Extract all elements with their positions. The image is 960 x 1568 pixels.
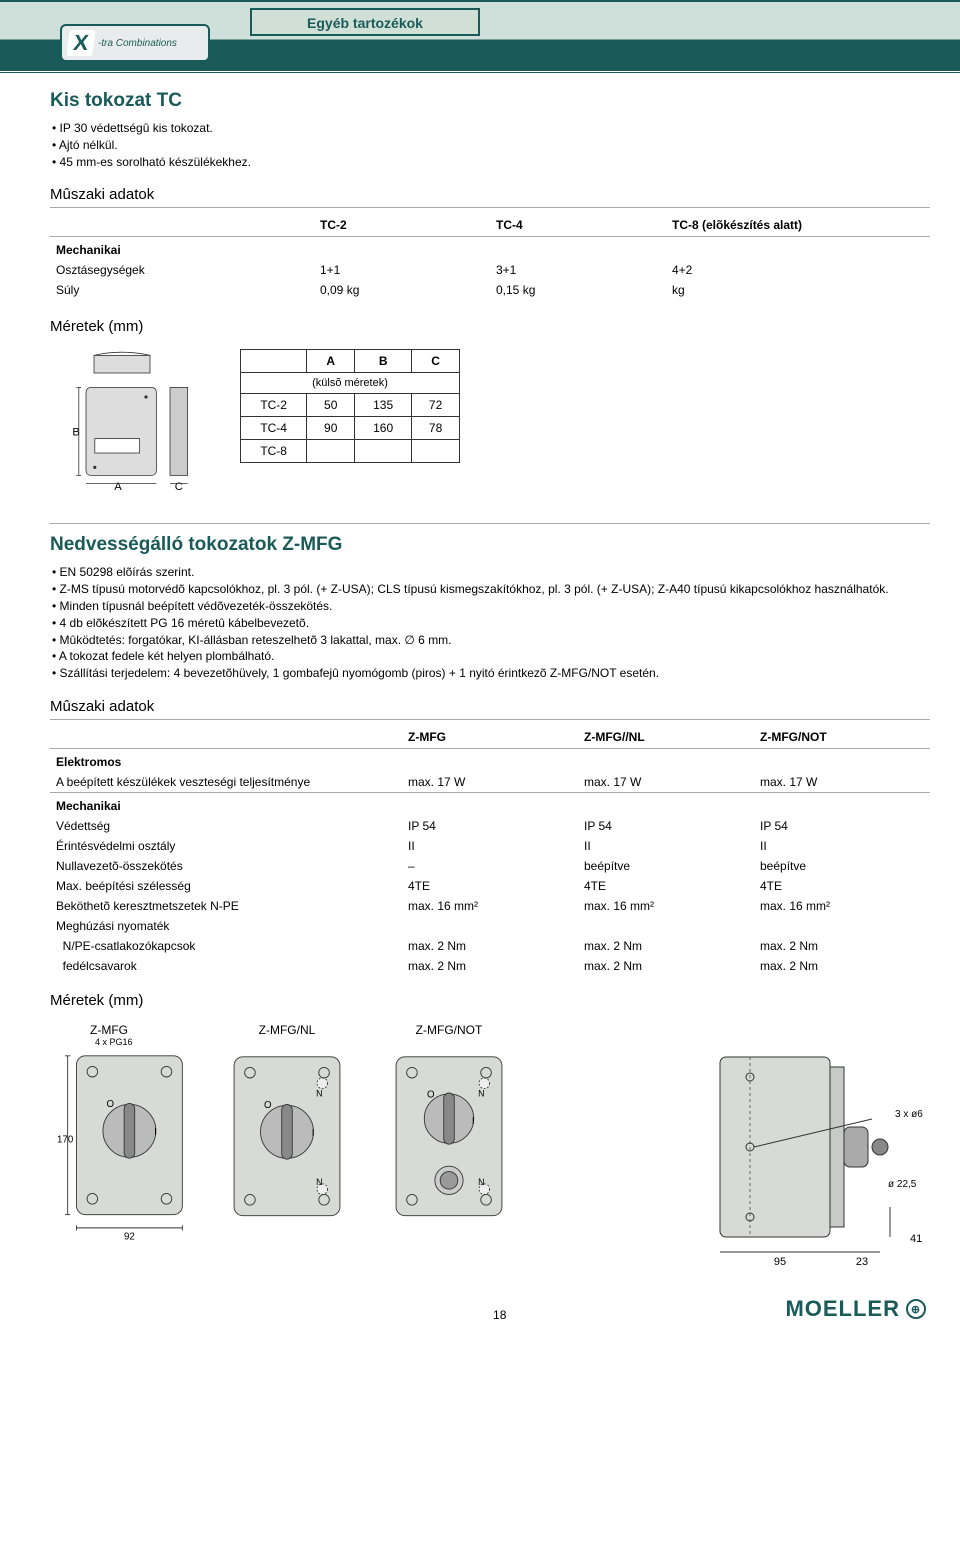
table-row: Beköthetõ keresztmetszetek N-PEmax. 16 m… xyxy=(50,896,930,916)
tc-bullet-list: IP 30 védettségû kis tokozat. Ajtó nélkü… xyxy=(50,120,930,170)
table-row: A beépített készülékek veszteségi teljes… xyxy=(50,772,930,793)
list-item: 45 mm-es sorolható készülékekhez. xyxy=(52,154,930,171)
logo-badge: X -tra Combinations xyxy=(60,24,210,62)
dim-side-back: 41 xyxy=(910,1233,922,1245)
page-category-tab: Egyéb tartozékok xyxy=(250,8,480,36)
table-row: N/PE-csatlakozókapcsokmax. 2 Nmmax. 2 Nm… xyxy=(50,936,930,956)
table-row: Meghúzási nyomaték xyxy=(50,916,930,936)
table-row: VédettségIP 54IP 54IP 54 xyxy=(50,816,930,836)
table-row: TC-4 90 160 78 xyxy=(241,417,460,440)
list-item: Z-MS típusú motorvédõ kapcsolókhoz, pl. … xyxy=(52,581,930,598)
tc-dim-table: A B C (külsõ méretek) TC-2 50 135 72 TC-… xyxy=(240,349,460,463)
dim-a-label: A xyxy=(114,481,122,493)
group-name: Mechanikai xyxy=(50,792,930,816)
table-row: Nullavezetõ-összekötés–beépítvebeépítve xyxy=(50,856,930,876)
svg-text:N: N xyxy=(316,1177,322,1187)
svg-text:I: I xyxy=(472,1116,475,1127)
dim-width: 92 xyxy=(124,1231,135,1241)
col-header: Z-MFG xyxy=(408,730,446,744)
top-banner: Egyéb tartozékok X -tra Combinations xyxy=(0,0,960,70)
zmfg-tech-title: Mûszaki adatok xyxy=(50,698,930,720)
hole-note: 3 x ø6 xyxy=(895,1109,923,1120)
table-row: TC-2 50 135 72 xyxy=(241,394,460,417)
tc-tech-table: TC-2 TC-4 TC-8 (elõkészítés alatt) Mecha… xyxy=(50,214,930,300)
group-name: Mechanikai xyxy=(50,237,930,261)
col-header: TC-8 (elõkészítés alatt) xyxy=(672,218,802,232)
dim-side-offset: 23 xyxy=(856,1256,868,1267)
col-header: TC-4 xyxy=(496,218,523,232)
table-row: fedélcsavarokmax. 2 Nmmax. 2 Nmmax. 2 Nm xyxy=(50,956,930,976)
pg-label: 4 x PG16 xyxy=(50,1037,200,1047)
page-number: 18 xyxy=(214,1308,785,1322)
section-title-tc: Kis tokozat TC xyxy=(50,90,930,112)
tc-dim-title: Méretek (mm) xyxy=(50,318,930,339)
tc-tech-title: Mûszaki adatok xyxy=(50,186,930,208)
svg-text:N: N xyxy=(478,1088,484,1098)
list-item: EN 50298 elõírás szerint. xyxy=(52,564,930,581)
table-row: Súly 0,09 kg 0,15 kg kg xyxy=(50,280,930,300)
table-row: Érintésvédelmi osztályIIIIII xyxy=(50,836,930,856)
logo-x-icon: X xyxy=(66,30,96,56)
variant-label: Z-MFG/NL xyxy=(212,1023,362,1037)
logo-text: -tra Combinations xyxy=(98,38,177,49)
zmfg-side-diagram: 3 x ø6 ø 22,5 95 23 41 xyxy=(710,1047,930,1267)
zmfg-front-diagram: O I 170 92 xyxy=(50,1047,200,1241)
table-row: Max. beépítési szélesség4TE4TE4TE xyxy=(50,876,930,896)
list-item: A tokozat fedele két helyen plombálható. xyxy=(52,648,930,665)
svg-text:O: O xyxy=(106,1099,114,1110)
table-row: Osztásegységek 1+1 3+1 4+2 xyxy=(50,260,930,280)
col-header: TC-2 xyxy=(320,218,347,232)
svg-text:N: N xyxy=(316,1088,322,1098)
tc-enclosure-diagram: B A C xyxy=(50,349,210,493)
col-header: Z-MFG//NL xyxy=(584,730,645,744)
variant-label: Z-MFG xyxy=(50,1023,200,1037)
svg-text:I: I xyxy=(154,1127,157,1138)
dim-side-width: 95 xyxy=(774,1256,786,1267)
zmfg-dim-title: Méretek (mm) xyxy=(50,992,930,1013)
dim-height: 170 xyxy=(57,1134,74,1145)
section-title-zmfg: Nedvességálló tokozatok Z-MFG xyxy=(50,534,930,556)
svg-text:N: N xyxy=(478,1177,484,1187)
zmfg-nl-diagram: O I N N xyxy=(212,1048,362,1242)
list-item: IP 30 védettségû kis tokozat. xyxy=(52,120,930,137)
list-item: Szállítási terjedelem: 4 bevezetõhüvely,… xyxy=(52,665,930,682)
zmfg-tech-table: Z-MFG Z-MFG//NL Z-MFG/NOT Elektromos A b… xyxy=(50,726,930,976)
zmfg-bullet-list: EN 50298 elõírás szerint. Z-MS típusú mo… xyxy=(50,564,930,682)
page-footer: 18 MOELLER⊕ xyxy=(50,1296,930,1322)
list-item: 4 db elõkészített PG 16 méretû kábelbeve… xyxy=(52,615,930,632)
zmfg-not-diagram: O I N N xyxy=(374,1048,524,1242)
table-row: TC-8 xyxy=(241,440,460,463)
knob-note: ø 22,5 xyxy=(888,1179,917,1190)
svg-text:I: I xyxy=(312,1128,315,1139)
col-header: Z-MFG/NOT xyxy=(760,730,827,744)
brand-icon: ⊕ xyxy=(906,1299,926,1319)
list-item: Minden típusnál beépített védõvezeték-ös… xyxy=(52,598,930,615)
variant-label: Z-MFG/NOT xyxy=(374,1023,524,1037)
brand-logo: MOELLER⊕ xyxy=(785,1296,926,1322)
dim-c-label: C xyxy=(175,481,183,493)
svg-text:O: O xyxy=(427,1089,435,1100)
list-item: Ajtó nélkül. xyxy=(52,137,930,154)
zmfg-drawings-row: Z-MFG 4 x PG16 O I 170 92 xyxy=(50,1023,930,1270)
tc-muszaki-block: Mûszaki adatok TC-2 TC-4 TC-8 (elõkészít… xyxy=(50,186,930,493)
list-item: Mûködtetés: forgatókar, KI-állásban rete… xyxy=(52,632,930,649)
group-name: Elektromos xyxy=(50,748,930,772)
svg-text:O: O xyxy=(264,1100,272,1111)
